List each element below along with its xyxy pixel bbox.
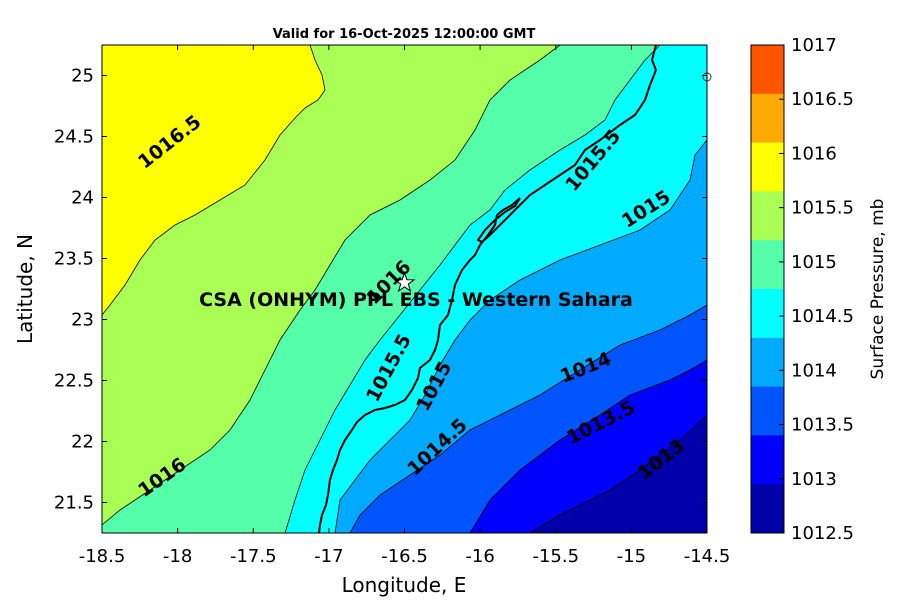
contour-band-1016 [102,45,325,315]
colorbar-segment [751,337,784,388]
y-tick-label: 22 [71,432,94,453]
contour-fill [102,45,707,533]
colorbar-segment [751,240,784,290]
x-tick-label: -18 [163,546,192,567]
y-axis-label: Latitude, N [13,234,37,344]
y-tick-label: 24 [71,188,94,209]
colorbar-segment [751,93,784,144]
contour-line-1014_5 [349,304,707,533]
y-axis-ticks: 21.5 22 22.5 23 23.5 24 24.5 25 [54,66,707,514]
contour-line-1016_5 [102,45,326,316]
contour-line-1015 [334,139,707,533]
contour-line-1013_5 [529,414,707,533]
x-tick-label: -16.5 [381,546,428,567]
x-tick-label: -15 [617,546,646,567]
colorbar-tick-label: 1015.5 [791,198,854,219]
colorbar-tick-label: 1016 [791,143,837,164]
colorbar-segment [751,142,784,192]
colorbar-segment [751,45,784,95]
colorbar-segment [751,386,784,436]
y-tick-label: 23.5 [54,249,94,270]
colorbar-tick-label: 1016.5 [791,89,854,110]
site-label: CSA (ONHYM) PPL EBS - Western Sahara [199,289,633,311]
x-tick-label: -17.5 [230,546,277,567]
colorbar-tick-label: 1015 [791,252,837,273]
x-axis-ticks: -18.5 -18 -17.5 -17 -16.5 -16 -15.5 -15 -14.5 [79,45,731,567]
y-tick-label: 23 [71,310,94,331]
colorbar-tick-label: 1017 [791,35,837,56]
colorbar-tick-label: 1012.5 [791,523,854,544]
figure-title: Valid for 16-Oct-2025 12:00:00 GMT [273,27,536,42]
contour-lines [102,45,707,533]
colorbar-tick-label: 1013.5 [791,415,854,436]
y-tick-label: 21.5 [54,493,94,514]
colorbar-frame [750,44,785,534]
colorbar-label: Surface Pressure, mb [868,199,888,380]
coastline [318,45,658,533]
x-tick-label: -17 [314,546,343,567]
x-tick-label: -15.5 [532,546,579,567]
contour-line-1015_5 [284,45,661,533]
colorbar-segment [751,435,784,485]
x-tick-label: -14.5 [684,546,731,567]
x-axis-label: Longitude, E [342,573,467,597]
x-tick-label: -18.5 [79,546,126,567]
colorbar-tick-label: 1014.5 [791,306,854,327]
contour-line-1014 [469,359,707,533]
colorbar-segment [751,289,784,339]
site-star-marker [393,271,416,293]
colorbar-tick-label: 1014 [791,360,837,381]
colorbar-segment [751,191,784,241]
colorbar-tick-label: 1013 [791,469,837,490]
y-tick-label: 22.5 [54,371,94,392]
y-tick-label: 25 [71,66,94,87]
contour-line-1016 [102,45,561,526]
map-panel: 1016.5101610161015.51015.5101510151014.5… [101,44,712,534]
colorbar: 1017 1016.5 1016 1015.5 1015 1014.5 1014 1013.5… [750,35,854,544]
y-tick-label: 24.5 [54,127,94,148]
x-tick-label: -16 [465,546,494,567]
colorbar-segment [751,484,784,534]
